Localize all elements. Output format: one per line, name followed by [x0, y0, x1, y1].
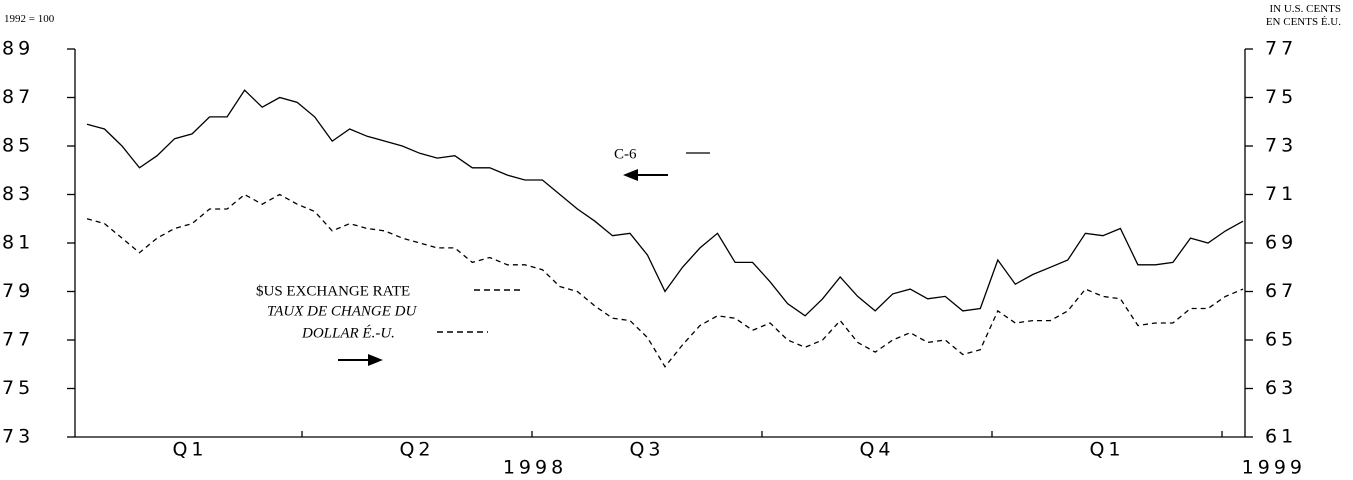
series-line	[86, 193, 1244, 368]
year-label: 1998	[503, 457, 567, 479]
y2-tick-label: 71	[1265, 183, 1297, 205]
series-line	[86, 89, 1244, 317]
y-tick-label: 77	[2, 329, 34, 351]
y2-tick-label: 73	[1265, 135, 1297, 157]
y-tick-label: 89	[2, 38, 34, 60]
y2-tick-label: 77	[1265, 38, 1297, 60]
y2-unit: IN U.S. CENTS	[1269, 3, 1341, 15]
y2-tick-label: 63	[1265, 377, 1297, 399]
arrow-left	[623, 169, 668, 181]
y-tick-label: 81	[2, 232, 34, 254]
y2-tick-label: 67	[1265, 280, 1297, 302]
quarter-label: Q3	[629, 439, 664, 461]
y-tick-label: 75	[2, 377, 34, 399]
y-tick-label: 73	[2, 426, 34, 448]
legend-label: $US EXCHANGE RATE	[256, 283, 410, 299]
y2-tick-label: 69	[1265, 232, 1297, 254]
y2-tick-label: 61	[1265, 426, 1297, 448]
legend-label: C-6	[614, 146, 637, 162]
year-label: 1999	[1242, 457, 1306, 479]
quarter-label: Q4	[859, 439, 894, 461]
legend-label-fr: DOLLAR É.-U.	[301, 324, 395, 341]
y2-tick-label: 75	[1265, 86, 1297, 108]
quarter-label: Q1	[172, 439, 207, 461]
quarter-dividers	[301, 431, 1223, 437]
quarter-label: Q2	[399, 439, 434, 461]
y-tick-label: 85	[2, 135, 34, 157]
y2-tick-label: 65	[1265, 329, 1297, 351]
arrow-right	[338, 354, 383, 366]
y-tick-label: 79	[2, 280, 34, 302]
legend-label-fr: TAUX DE CHANGE DU	[267, 303, 417, 319]
y2-unit: EN CENTS É.U.	[1266, 16, 1341, 28]
y-tick-label: 87	[2, 86, 34, 108]
quarter-label: Q1	[1089, 439, 1124, 461]
y-unit: 1992 = 100	[4, 13, 55, 25]
y-tick-label: 83	[2, 183, 34, 205]
